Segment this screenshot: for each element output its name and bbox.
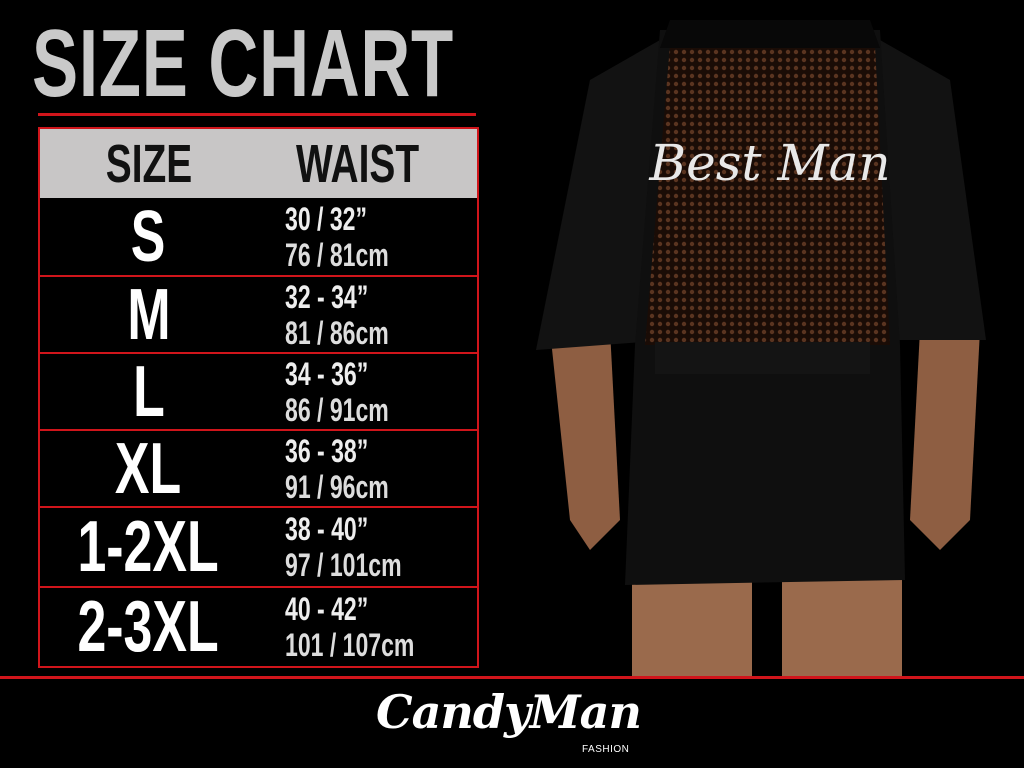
- leg-right: [782, 580, 902, 676]
- waist-value: 34 - 36” 86 / 91cm: [257, 356, 477, 428]
- waist-value: 40 - 42” 101 / 107cm: [257, 591, 477, 663]
- table-row: 1-2XL 38 - 40” 97 / 101cm: [40, 506, 477, 586]
- table-row: L 34 - 36” 86 / 91cm: [40, 352, 477, 429]
- waist-inches: 30 / 32”: [285, 200, 367, 237]
- size-table: SIZE WAIST S 30 / 32” 76 / 81cm M 32 - 34” 81…: [38, 127, 479, 668]
- waist-inches: 34 - 36”: [285, 355, 369, 392]
- arm-right: [910, 330, 980, 550]
- waist-value: 36 - 38” 91 / 96cm: [257, 433, 477, 505]
- size-label: XL: [115, 428, 182, 509]
- table-header: SIZE WAIST: [40, 129, 477, 198]
- collar: [660, 20, 880, 48]
- title-divider: [38, 113, 476, 116]
- waist-cm: 81 / 86cm: [285, 314, 389, 351]
- arm-left: [550, 330, 620, 550]
- waist-cm: 91 / 96cm: [285, 468, 389, 505]
- size-label: M: [126, 274, 171, 355]
- waist-value: 38 - 40” 97 / 101cm: [257, 511, 477, 583]
- sleeve-left: [536, 40, 670, 350]
- header-size: SIZE: [105, 133, 193, 194]
- sleeve-right: [866, 40, 986, 340]
- logo-brand: CandyMan: [376, 685, 642, 739]
- leg-left: [632, 580, 752, 676]
- waist-cm: 86 / 91cm: [285, 391, 389, 428]
- mesh-back: [645, 45, 890, 345]
- waist-inches: 36 - 38”: [285, 432, 369, 469]
- waist-inches: 32 - 34”: [285, 278, 369, 315]
- belt: [655, 342, 870, 374]
- size-label: S: [131, 196, 166, 277]
- waist-cm: 76 / 81cm: [285, 236, 389, 273]
- header-waist: WAIST: [296, 133, 420, 194]
- product-photo: Best Man: [520, 0, 1024, 676]
- page-title: SIZE CHART: [32, 10, 454, 117]
- size-label: 1-2XL: [77, 507, 220, 587]
- logo-sub: FASHION: [582, 744, 630, 755]
- size-label: L: [132, 351, 165, 432]
- waist-cm: 101 / 107cm: [285, 627, 415, 663]
- waist-inches: 38 - 40”: [285, 511, 369, 547]
- waist-value: 30 / 32” 76 / 81cm: [257, 201, 477, 273]
- waist-inches: 40 - 42”: [285, 591, 369, 627]
- brand-logo: CandyMan FASHION: [376, 684, 676, 764]
- table-row: 2-3XL 40 - 42” 101 / 107cm: [40, 586, 477, 666]
- table-row: XL 36 - 38” 91 / 96cm: [40, 429, 477, 506]
- waist-cm: 97 / 101cm: [285, 547, 402, 583]
- waist-value: 32 - 34” 81 / 86cm: [257, 279, 477, 351]
- garment-text: Best Man: [648, 134, 890, 192]
- table-row: M 32 - 34” 81 / 86cm: [40, 275, 477, 352]
- table-row: S 30 / 32” 76 / 81cm: [40, 198, 477, 275]
- size-label: 2-3XL: [77, 587, 220, 667]
- footer-divider: [0, 676, 1024, 679]
